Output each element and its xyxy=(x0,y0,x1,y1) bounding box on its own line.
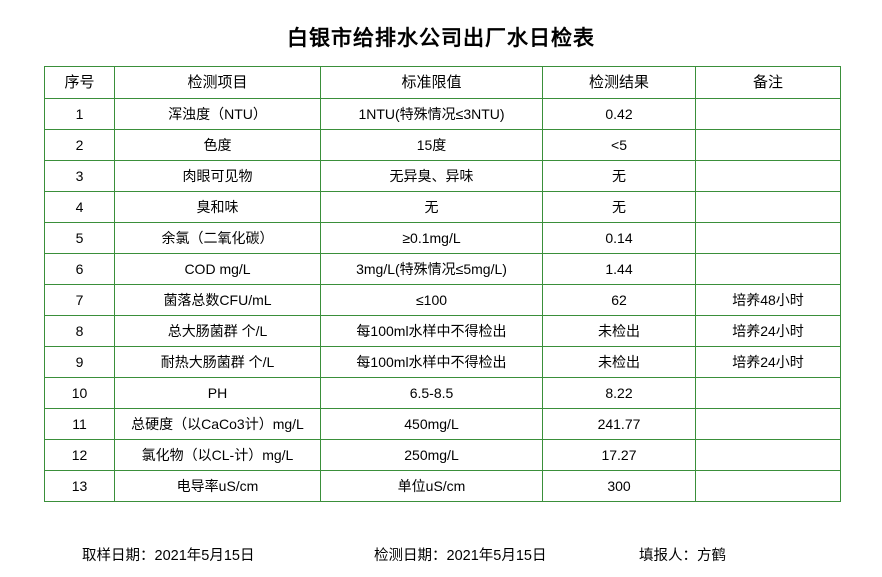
cell-item: 氯化物（以CL-计）mg/L xyxy=(114,439,321,471)
table-row: 13 电导率uS/cm 单位uS/cm 300 xyxy=(44,470,841,502)
cell-result: 241.77 xyxy=(542,408,696,440)
cell-note: 培养24小时 xyxy=(695,315,841,347)
cell-item: 余氯（二氧化碳） xyxy=(114,222,321,254)
cell-note: 培养48小时 xyxy=(695,284,841,316)
page-title: 白银市给排水公司出厂水日检表 xyxy=(287,26,595,50)
column-header-standard: 标准限值 xyxy=(320,66,543,99)
cell-item: 臭和味 xyxy=(114,191,321,223)
table-row: 2 色度 15度 <5 xyxy=(44,129,841,161)
cell-no: 4 xyxy=(44,191,115,223)
column-header-no: 序号 xyxy=(44,66,115,99)
cell-no: 7 xyxy=(44,284,115,316)
cell-no: 3 xyxy=(44,160,115,192)
cell-standard: 无 xyxy=(320,191,543,223)
cell-standard: ≤100 xyxy=(320,284,543,316)
cell-item: PH xyxy=(114,377,321,409)
cell-no: 8 xyxy=(44,315,115,347)
cell-standard: 15度 xyxy=(320,129,543,161)
sample-date-label: 取样日期：2021年5月15日 xyxy=(82,548,255,564)
cell-standard: 每100ml水样中不得检出 xyxy=(320,315,543,347)
cell-no: 1 xyxy=(44,98,115,130)
table-row: 9 耐热大肠菌群 个/L 每100ml水样中不得检出 未检出 培养24小时 xyxy=(44,346,841,378)
cell-item: 总硬度（以CaCo3计）mg/L xyxy=(114,408,321,440)
table-row: 10 PH 6.5-8.5 8.22 xyxy=(44,377,841,409)
cell-note: 培养24小时 xyxy=(695,346,841,378)
table-row: 7 菌落总数CFU/mL ≤100 62 培养48小时 xyxy=(44,284,841,316)
cell-standard: 3mg/L(特殊情况≤5mg/L) xyxy=(320,253,543,285)
cell-standard: 1NTU(特殊情况≤3NTU) xyxy=(320,98,543,130)
cell-no: 5 xyxy=(44,222,115,254)
table-header: 序号 检测项目 标准限值 检测结果 备注 xyxy=(44,66,841,99)
table-row: 4 臭和味 无 无 xyxy=(44,191,841,223)
cell-item: 菌落总数CFU/mL xyxy=(114,284,321,316)
cell-item: 电导率uS/cm xyxy=(114,470,321,502)
cell-no: 9 xyxy=(44,346,115,378)
column-header-item: 检测项目 xyxy=(114,66,321,99)
cell-result: 无 xyxy=(542,160,696,192)
column-header-result: 检测结果 xyxy=(542,66,696,99)
cell-result: 17.27 xyxy=(542,439,696,471)
water-quality-table: 序号 检测项目 标准限值 检测结果 备注 1 浑浊度（NTU） 1NTU(特殊情… xyxy=(44,66,841,502)
cell-result: 0.14 xyxy=(542,222,696,254)
cell-item: 色度 xyxy=(114,129,321,161)
cell-result: 8.22 xyxy=(542,377,696,409)
cell-item: 浑浊度（NTU） xyxy=(114,98,321,130)
cell-no: 10 xyxy=(44,377,115,409)
cell-no: 6 xyxy=(44,253,115,285)
cell-no: 11 xyxy=(44,408,115,440)
column-header-note: 备注 xyxy=(695,66,841,99)
cell-note xyxy=(695,408,841,440)
cell-note xyxy=(695,439,841,471)
cell-note xyxy=(695,470,841,502)
cell-standard: 6.5-8.5 xyxy=(320,377,543,409)
cell-note xyxy=(695,191,841,223)
cell-note xyxy=(695,253,841,285)
test-date-label: 检测日期：2021年5月15日 xyxy=(374,548,547,564)
table-row: 11 总硬度（以CaCo3计）mg/L 450mg/L 241.77 xyxy=(44,408,841,440)
cell-result: 1.44 xyxy=(542,253,696,285)
table-header-row: 序号 检测项目 标准限值 检测结果 备注 xyxy=(44,66,841,99)
cell-result: 无 xyxy=(542,191,696,223)
filler-name-label: 填报人：方鹤 xyxy=(639,548,726,564)
table-row: 6 COD mg/L 3mg/L(特殊情况≤5mg/L) 1.44 xyxy=(44,253,841,285)
cell-standard: 单位uS/cm xyxy=(320,470,543,502)
cell-result: 未检出 xyxy=(542,315,696,347)
cell-standard: 无异臭、异味 xyxy=(320,160,543,192)
table-row: 3 肉眼可见物 无异臭、异味 无 xyxy=(44,160,841,192)
cell-note xyxy=(695,377,841,409)
cell-no: 13 xyxy=(44,470,115,502)
cell-note xyxy=(695,98,841,130)
cell-standard: ≥0.1mg/L xyxy=(320,222,543,254)
cell-item: 肉眼可见物 xyxy=(114,160,321,192)
cell-item: 总大肠菌群 个/L xyxy=(114,315,321,347)
table-row: 12 氯化物（以CL-计）mg/L 250mg/L 17.27 xyxy=(44,439,841,471)
cell-result: 未检出 xyxy=(542,346,696,378)
table-row: 8 总大肠菌群 个/L 每100ml水样中不得检出 未检出 培养24小时 xyxy=(44,315,841,347)
cell-item: COD mg/L xyxy=(114,253,321,285)
cell-standard: 250mg/L xyxy=(320,439,543,471)
cell-note xyxy=(695,129,841,161)
cell-standard: 每100ml水样中不得检出 xyxy=(320,346,543,378)
cell-result: 0.42 xyxy=(542,98,696,130)
report-footer: 取样日期：2021年5月15日 检测日期：2021年5月15日 填报人：方鹤 xyxy=(44,542,840,570)
table-row: 1 浑浊度（NTU） 1NTU(特殊情况≤3NTU) 0.42 xyxy=(44,98,841,130)
cell-item: 耐热大肠菌群 个/L xyxy=(114,346,321,378)
table-body: 1 浑浊度（NTU） 1NTU(特殊情况≤3NTU) 0.42 2 色度 15度… xyxy=(44,98,841,502)
cell-result: 300 xyxy=(542,470,696,502)
cell-standard: 450mg/L xyxy=(320,408,543,440)
cell-note xyxy=(695,222,841,254)
cell-note xyxy=(695,160,841,192)
cell-no: 12 xyxy=(44,439,115,471)
cell-result: <5 xyxy=(542,129,696,161)
cell-no: 2 xyxy=(44,129,115,161)
cell-result: 62 xyxy=(542,284,696,316)
table-row: 5 余氯（二氧化碳） ≥0.1mg/L 0.14 xyxy=(44,222,841,254)
